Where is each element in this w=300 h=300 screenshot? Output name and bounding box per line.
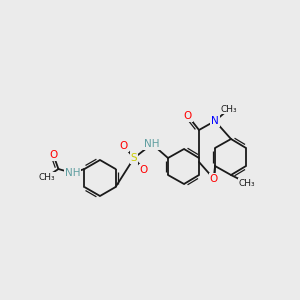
- Text: O: O: [210, 174, 218, 184]
- Text: CH₃: CH₃: [239, 178, 255, 188]
- Text: O: O: [140, 165, 148, 175]
- Text: O: O: [120, 141, 128, 151]
- Text: N: N: [211, 116, 219, 126]
- Text: O: O: [184, 111, 192, 121]
- Text: NH: NH: [65, 168, 80, 178]
- Text: NH: NH: [144, 139, 160, 149]
- Text: CH₃: CH₃: [221, 104, 237, 113]
- Text: S: S: [131, 153, 137, 163]
- Text: CH₃: CH₃: [38, 172, 55, 182]
- Text: O: O: [49, 150, 58, 160]
